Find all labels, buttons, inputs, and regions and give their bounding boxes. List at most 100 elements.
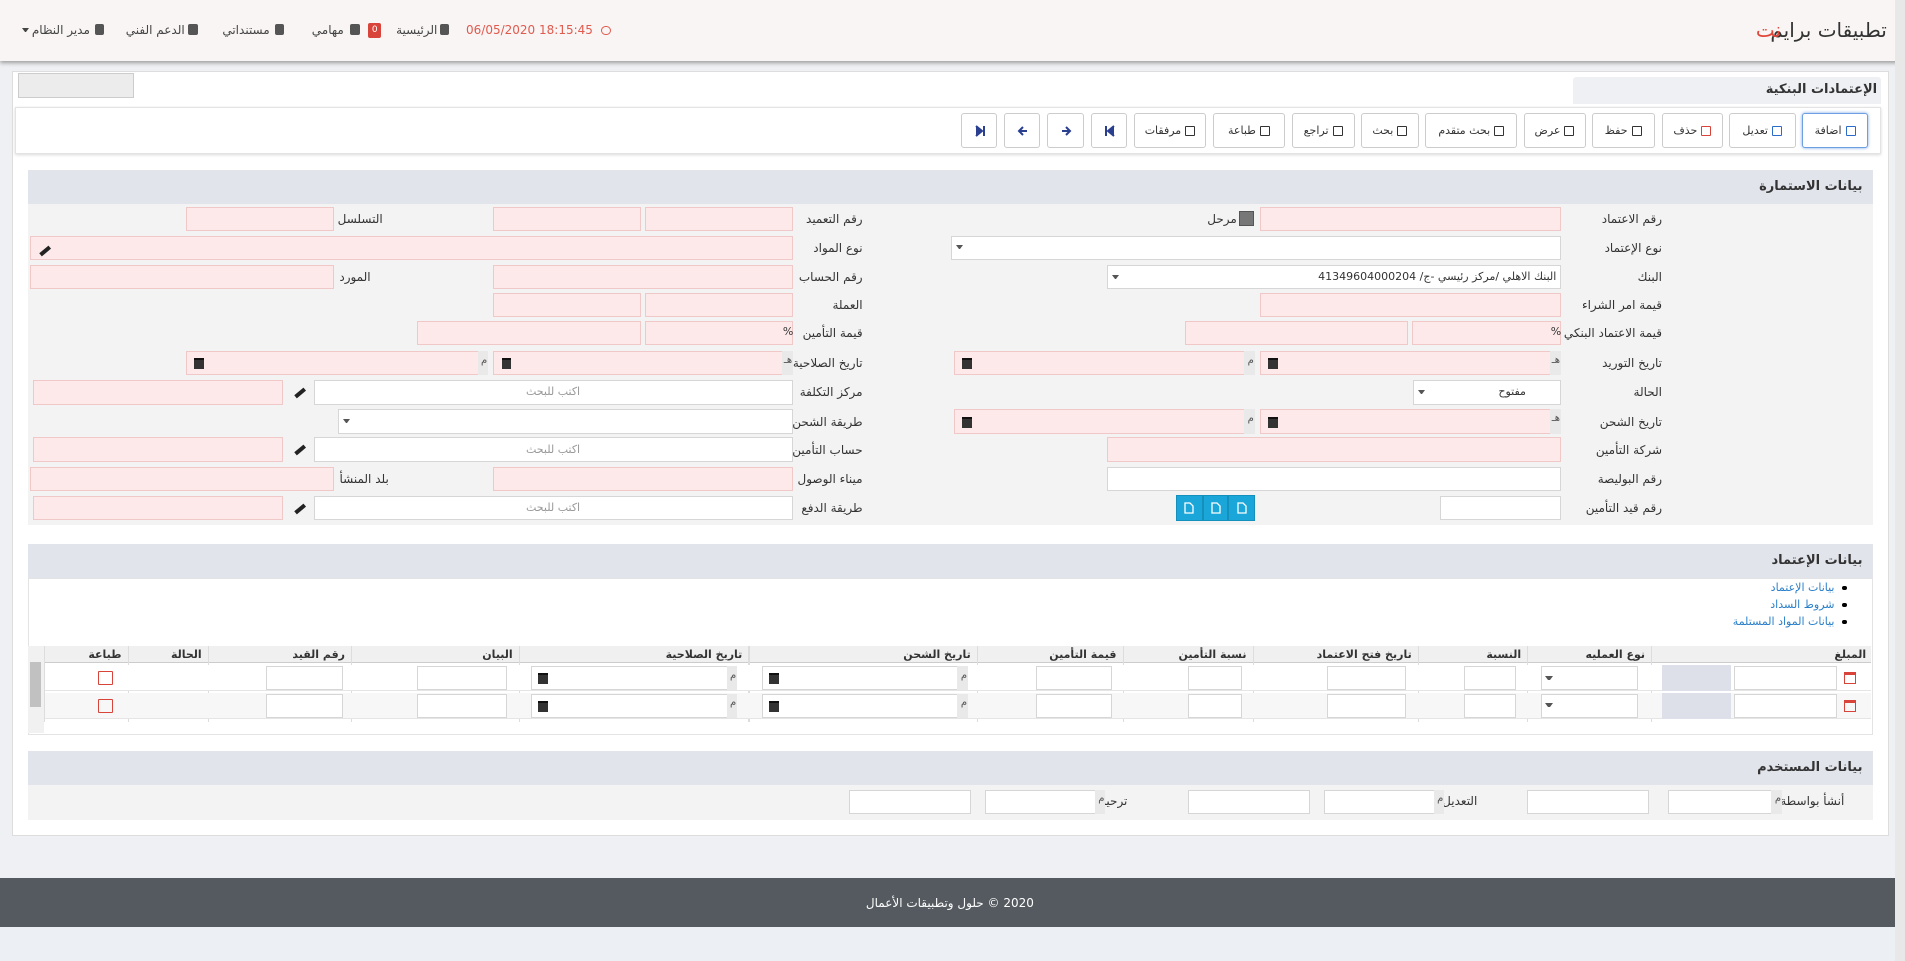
input[interactable] <box>266 693 343 718</box>
input[interactable] <box>313 380 794 405</box>
input[interactable] <box>1733 665 1837 691</box>
checkbox[interactable] <box>1239 211 1254 226</box>
search-placeholder: اكتب للبحث <box>525 442 581 456</box>
input[interactable] <box>1540 665 1638 691</box>
tab-link[interactable]: بيانات المواد المستلمة <box>1732 615 1835 628</box>
input[interactable] <box>1439 495 1562 520</box>
input[interactable] <box>1540 693 1638 718</box>
toolbar-button[interactable]: حفظ <box>1591 113 1655 149</box>
delete-icon[interactable] <box>1844 699 1857 712</box>
toolbar-button[interactable]: عرض <box>1523 113 1586 149</box>
input[interactable] <box>1324 789 1435 814</box>
input[interactable] <box>1326 665 1406 691</box>
input[interactable] <box>266 665 343 691</box>
arrow-icon <box>1105 124 1115 137</box>
input[interactable] <box>645 206 794 231</box>
input[interactable] <box>1326 693 1406 718</box>
button-icon <box>1564 125 1575 136</box>
input[interactable] <box>645 292 794 318</box>
pdf-icon[interactable] <box>98 698 113 714</box>
input[interactable] <box>1668 789 1773 814</box>
nav-arrow-button[interactable] <box>961 113 998 149</box>
input[interactable] <box>530 693 738 718</box>
toolbar-button[interactable]: تراجع <box>1291 113 1355 149</box>
input[interactable] <box>1733 693 1837 718</box>
nav-icon <box>188 24 198 36</box>
input[interactable] <box>1259 409 1562 434</box>
toolbar-button[interactable]: بحث <box>1360 113 1419 149</box>
input[interactable] <box>185 351 489 376</box>
input[interactable] <box>1259 292 1562 318</box>
input[interactable] <box>761 665 969 691</box>
input[interactable] <box>1106 264 1562 290</box>
input[interactable] <box>493 292 642 318</box>
input[interactable] <box>849 789 971 814</box>
input[interactable] <box>416 665 507 691</box>
input[interactable] <box>1106 466 1562 491</box>
input[interactable] <box>1259 351 1562 376</box>
tab-link[interactable]: بيانات الإعتماد <box>1770 581 1835 594</box>
toolbar-button[interactable]: مرفقات <box>1133 113 1207 149</box>
input[interactable] <box>1411 320 1562 345</box>
input[interactable] <box>32 495 284 520</box>
input[interactable] <box>1184 320 1409 345</box>
input[interactable] <box>1464 665 1517 691</box>
input[interactable] <box>493 264 794 290</box>
input[interactable] <box>530 665 738 691</box>
toolbar-button[interactable]: بحث متقدم <box>1425 113 1518 149</box>
nav-item[interactable]: الدعم الفني <box>125 23 185 38</box>
input[interactable] <box>30 235 794 260</box>
input[interactable] <box>493 351 794 376</box>
toolbar-button[interactable]: اضافة <box>1801 113 1869 149</box>
button-label: بحث <box>1372 124 1394 138</box>
file-icon <box>1210 502 1221 514</box>
input[interactable] <box>761 693 969 718</box>
file-button[interactable] <box>1202 494 1229 522</box>
input[interactable] <box>30 466 335 491</box>
input[interactable] <box>1259 206 1562 231</box>
delete-icon[interactable] <box>1844 671 1857 684</box>
input[interactable] <box>185 206 335 231</box>
input[interactable] <box>313 437 794 462</box>
input[interactable] <box>1106 437 1562 462</box>
input[interactable] <box>30 264 335 290</box>
nav-item[interactable]: مدير النظام <box>31 23 90 38</box>
nav-arrow-button[interactable] <box>1003 113 1040 149</box>
input[interactable] <box>1188 693 1242 718</box>
input[interactable] <box>313 495 794 520</box>
input[interactable] <box>1464 693 1517 718</box>
input[interactable] <box>32 380 284 405</box>
input[interactable] <box>1036 693 1112 718</box>
input[interactable] <box>416 320 642 345</box>
nav-item[interactable]: مهامي <box>311 23 344 38</box>
toolbar-button[interactable]: حذف <box>1662 113 1723 149</box>
nav-arrow-button[interactable] <box>1047 113 1084 149</box>
file-button[interactable] <box>1228 494 1255 522</box>
input[interactable] <box>32 437 284 462</box>
input[interactable] <box>337 409 794 434</box>
input[interactable] <box>416 693 507 718</box>
file-button[interactable] <box>1176 494 1203 522</box>
nav-item[interactable]: الرئيسية <box>396 23 438 38</box>
input[interactable] <box>953 351 1255 376</box>
input[interactable] <box>645 320 794 345</box>
nav-item[interactable]: مستنداتي <box>222 23 270 38</box>
nav-arrow-button[interactable] <box>1091 113 1128 149</box>
input[interactable] <box>1413 380 1562 405</box>
column-separator <box>43 646 45 722</box>
toolbar-button[interactable]: تعديل <box>1728 113 1796 149</box>
toolbar-button[interactable]: طباعة <box>1212 113 1286 149</box>
input[interactable] <box>493 466 794 491</box>
input[interactable] <box>1188 665 1242 691</box>
input[interactable] <box>1036 665 1112 691</box>
input[interactable] <box>985 789 1096 814</box>
input[interactable] <box>951 235 1562 260</box>
pdf-icon[interactable] <box>98 670 113 686</box>
input[interactable] <box>493 206 642 231</box>
arrow-icon <box>1062 125 1072 136</box>
input[interactable] <box>1188 789 1310 814</box>
field-label: التعديل <box>1442 793 1478 808</box>
tab-link[interactable]: شروط السداد <box>1770 598 1835 611</box>
input[interactable] <box>1527 789 1649 814</box>
input[interactable] <box>953 409 1255 434</box>
